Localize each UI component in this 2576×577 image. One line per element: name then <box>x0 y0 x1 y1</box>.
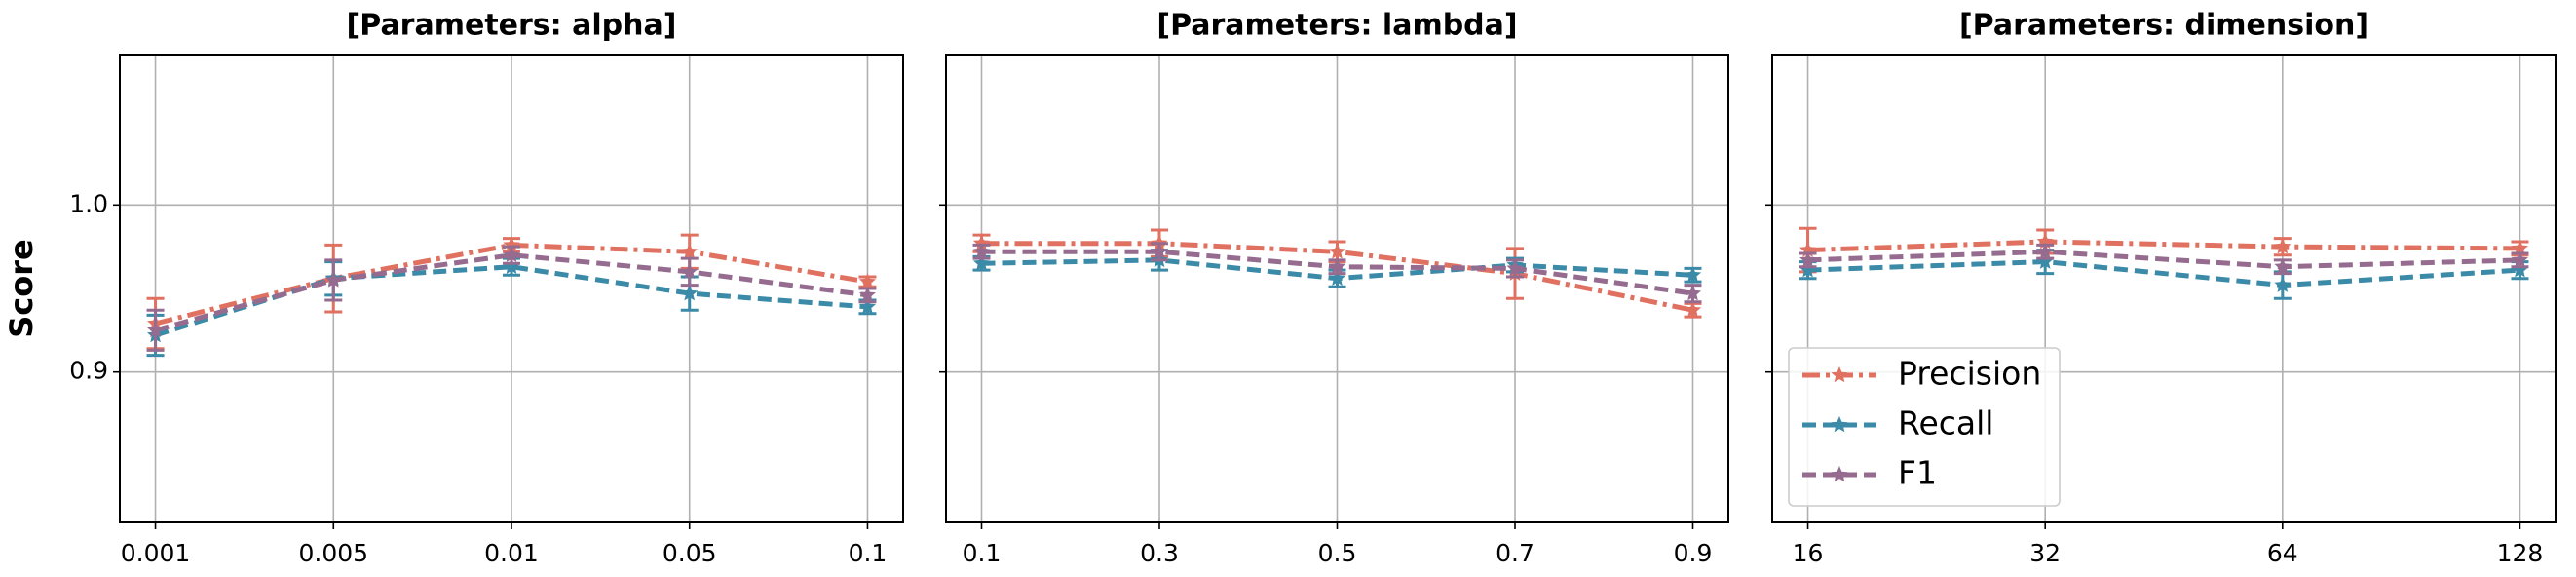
series <box>972 242 1702 304</box>
marker <box>681 285 699 301</box>
chart-title: [Parameters: dimension] <box>1959 9 2368 43</box>
x-tick-label: 0.01 <box>484 539 539 567</box>
marker <box>858 286 876 303</box>
marker <box>858 273 876 289</box>
x-tick-label: 0.7 <box>1496 539 1534 567</box>
marker <box>858 297 876 315</box>
marker <box>1328 269 1346 286</box>
marker <box>1328 243 1346 259</box>
marker <box>503 246 520 262</box>
legend-label: Precision <box>1898 355 2041 393</box>
x-tick-label: 0.3 <box>1140 539 1179 567</box>
marker <box>1328 257 1346 274</box>
marker <box>147 321 165 338</box>
x-tick-label: 0.05 <box>663 539 717 567</box>
marker <box>2274 238 2292 254</box>
x-tick-label: 128 <box>2497 539 2544 567</box>
x-tick-label: 0.5 <box>1318 539 1357 567</box>
marker <box>681 262 699 280</box>
series-line <box>1807 259 2520 288</box>
series <box>146 245 877 352</box>
x-tick-label: 0.005 <box>298 539 368 567</box>
marker <box>1799 261 1817 278</box>
marker <box>2274 257 2292 274</box>
marker <box>2511 239 2528 256</box>
marker <box>1684 301 1702 318</box>
series <box>1799 226 2529 274</box>
x-tick-label: 0.001 <box>121 539 191 567</box>
marker <box>681 243 699 259</box>
marker <box>324 271 342 288</box>
y-tick-label: 1.0 <box>69 189 108 217</box>
marker <box>1151 243 1168 259</box>
marker <box>972 243 991 259</box>
marker <box>2511 250 2528 268</box>
chart-title: [Parameters: lambda] <box>1156 9 1517 43</box>
chart-title: [Parameters: alpha] <box>347 9 677 43</box>
legend-marker <box>1831 416 1848 433</box>
plot-frame <box>119 54 904 523</box>
series-line <box>1807 249 2520 270</box>
marker <box>972 254 991 271</box>
legend-marker <box>1831 466 1848 482</box>
legend-label: F1 <box>1898 454 1937 492</box>
x-tick-label: 0.1 <box>849 539 888 567</box>
marker <box>2274 276 2292 292</box>
legend-label: Recall <box>1898 404 1993 442</box>
marker <box>1799 250 1817 268</box>
x-tick-label: 0.1 <box>963 539 1002 567</box>
marker <box>2511 261 2528 278</box>
x-tick-label: 0.9 <box>1674 539 1713 567</box>
legend-marker <box>1831 366 1848 383</box>
y-tick-label: 0.9 <box>69 357 108 385</box>
series-line <box>154 252 868 333</box>
marker <box>503 257 520 274</box>
x-tick-label: 32 <box>2029 539 2061 567</box>
plot-frame <box>945 54 1729 523</box>
y-axis-label: Score <box>3 239 40 337</box>
legend-box <box>1788 347 2061 507</box>
marker <box>2036 243 2054 259</box>
plot-frame <box>1771 54 2557 523</box>
marker <box>1684 285 1702 301</box>
x-tick-label: 16 <box>1793 539 1824 567</box>
marker <box>1506 259 1524 276</box>
marker <box>2036 252 2054 269</box>
series <box>1799 243 2529 276</box>
series-line <box>1807 239 2520 253</box>
marker <box>1684 266 1702 283</box>
x-tick-label: 64 <box>2267 539 2298 567</box>
